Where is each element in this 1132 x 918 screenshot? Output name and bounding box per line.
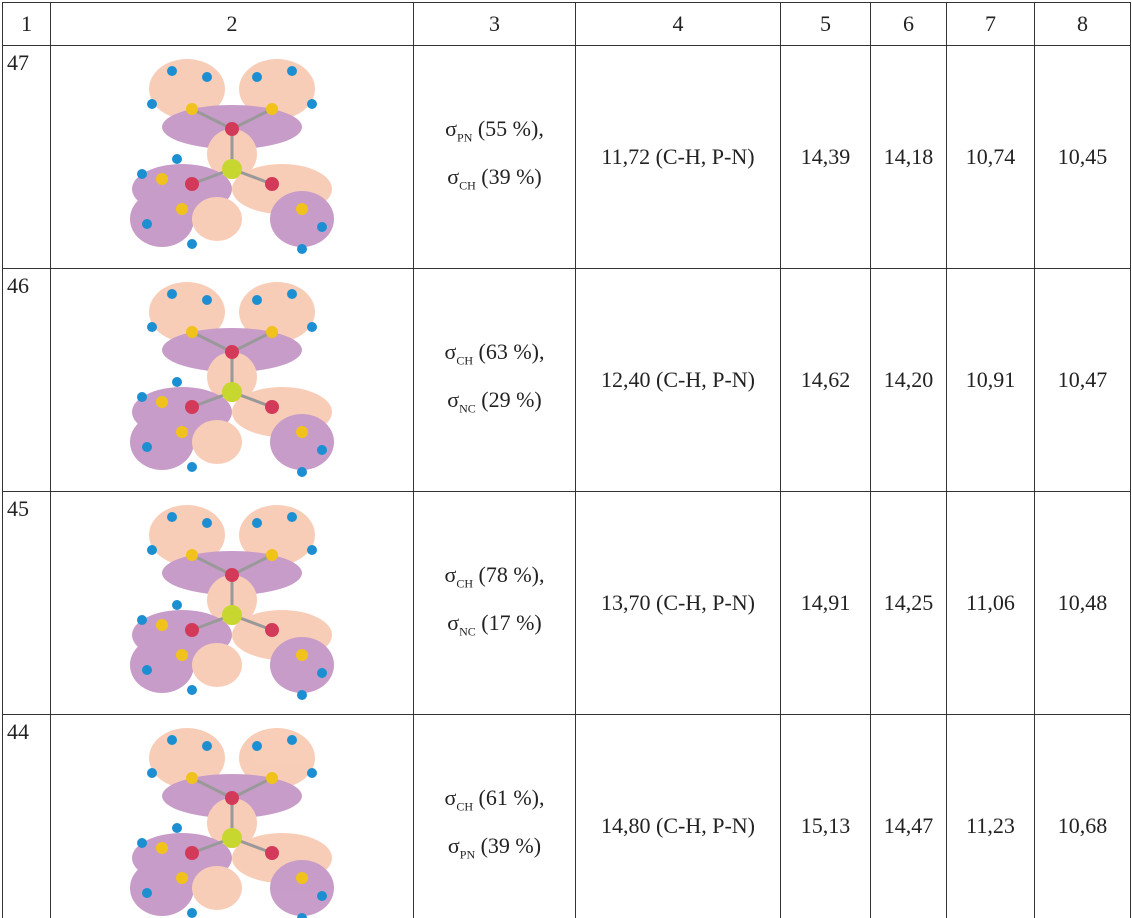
- header-cell: 2: [51, 3, 414, 46]
- header-cell: 6: [871, 3, 947, 46]
- orbital-image: [51, 492, 414, 715]
- value-cell: 14,91: [781, 492, 871, 715]
- sigma: σ: [444, 339, 456, 364]
- row-id: 44: [3, 715, 51, 918]
- header-cell: 1: [3, 3, 51, 46]
- orbital-line: σNC (29 %): [414, 380, 575, 428]
- orbital-image: [51, 46, 414, 269]
- header-cell: 3: [414, 3, 576, 46]
- header-cell: 5: [781, 3, 871, 46]
- value-cell: 11,72 (C-H, P-N): [576, 46, 781, 269]
- value-cell: 10,45: [1035, 46, 1131, 269]
- value-cell: 13,70 (C-H, P-N): [576, 492, 781, 715]
- row-id: 45: [3, 492, 51, 715]
- orbital-cell: σCH (61 %),σPN (39 %): [414, 715, 576, 918]
- orbital-image: [51, 715, 414, 918]
- header-cell: 4: [576, 3, 781, 46]
- table: 1234567847σPN (55 %),σCH (39 %)11,72 (C-…: [2, 2, 1131, 918]
- sigma: σ: [447, 387, 459, 412]
- orbital-percent: (39 %): [475, 833, 541, 858]
- row-id: 47: [3, 46, 51, 269]
- orbital-percent: (29 %): [476, 387, 542, 412]
- orbital-sub: PN: [460, 847, 475, 861]
- orbital-line: σCH (63 %),: [414, 332, 575, 380]
- orbital-percent: (17 %): [476, 610, 542, 635]
- sigma: σ: [444, 785, 456, 810]
- value-cell: 10,74: [947, 46, 1035, 269]
- orbital-sub: CH: [459, 178, 476, 192]
- orbital-line: σCH (78 %),: [414, 555, 575, 603]
- orbital-percent: (78 %),: [473, 562, 544, 587]
- value-cell: 14,18: [871, 46, 947, 269]
- molecule: [117, 272, 347, 482]
- value-cell: 14,62: [781, 269, 871, 492]
- sigma: σ: [448, 833, 460, 858]
- orbital-line: σCH (61 %),: [414, 778, 575, 826]
- value-cell: 10,48: [1035, 492, 1131, 715]
- header-cell: 8: [1035, 3, 1131, 46]
- orbital-line: σCH (39 %): [414, 157, 575, 205]
- orbital-sub: NC: [459, 401, 476, 415]
- sigma: σ: [447, 610, 459, 635]
- value-cell: 14,47: [871, 715, 947, 918]
- value-cell: 10,91: [947, 269, 1035, 492]
- orbital-percent: (39 %): [476, 164, 542, 189]
- value-cell: 10,68: [1035, 715, 1131, 918]
- value-cell: 10,47: [1035, 269, 1131, 492]
- row-id: 46: [3, 269, 51, 492]
- orbital-line: σPN (39 %): [414, 826, 575, 874]
- molecule: [117, 718, 347, 918]
- value-cell: 11,23: [947, 715, 1035, 918]
- molecule: [117, 49, 347, 259]
- orbital-line: σNC (17 %): [414, 603, 575, 651]
- orbital-line: σPN (55 %),: [414, 109, 575, 157]
- orbital-percent: (55 %),: [472, 116, 543, 141]
- value-cell: 15,13: [781, 715, 871, 918]
- orbital-cell: σPN (55 %),σCH (39 %): [414, 46, 576, 269]
- sigma: σ: [445, 116, 457, 141]
- value-cell: 12,40 (C-H, P-N): [576, 269, 781, 492]
- value-cell: 14,80 (C-H, P-N): [576, 715, 781, 918]
- orbital-image: [51, 269, 414, 492]
- orbital-sub: PN: [457, 130, 472, 144]
- molecule: [117, 495, 347, 705]
- value-cell: 14,20: [871, 269, 947, 492]
- sigma: σ: [444, 562, 456, 587]
- value-cell: 11,06: [947, 492, 1035, 715]
- orbital-sub: CH: [456, 799, 473, 813]
- header-cell: 7: [947, 3, 1035, 46]
- orbital-percent: (63 %),: [473, 339, 544, 364]
- value-cell: 14,39: [781, 46, 871, 269]
- sigma: σ: [447, 164, 459, 189]
- orbital-cell: σCH (78 %),σNC (17 %): [414, 492, 576, 715]
- orbital-sub: CH: [456, 353, 473, 367]
- orbital-sub: CH: [456, 576, 473, 590]
- orbital-cell: σCH (63 %),σNC (29 %): [414, 269, 576, 492]
- page: 1234567847σPN (55 %),σCH (39 %)11,72 (C-…: [0, 0, 1132, 918]
- orbital-percent: (61 %),: [473, 785, 544, 810]
- orbital-sub: NC: [459, 624, 476, 638]
- value-cell: 14,25: [871, 492, 947, 715]
